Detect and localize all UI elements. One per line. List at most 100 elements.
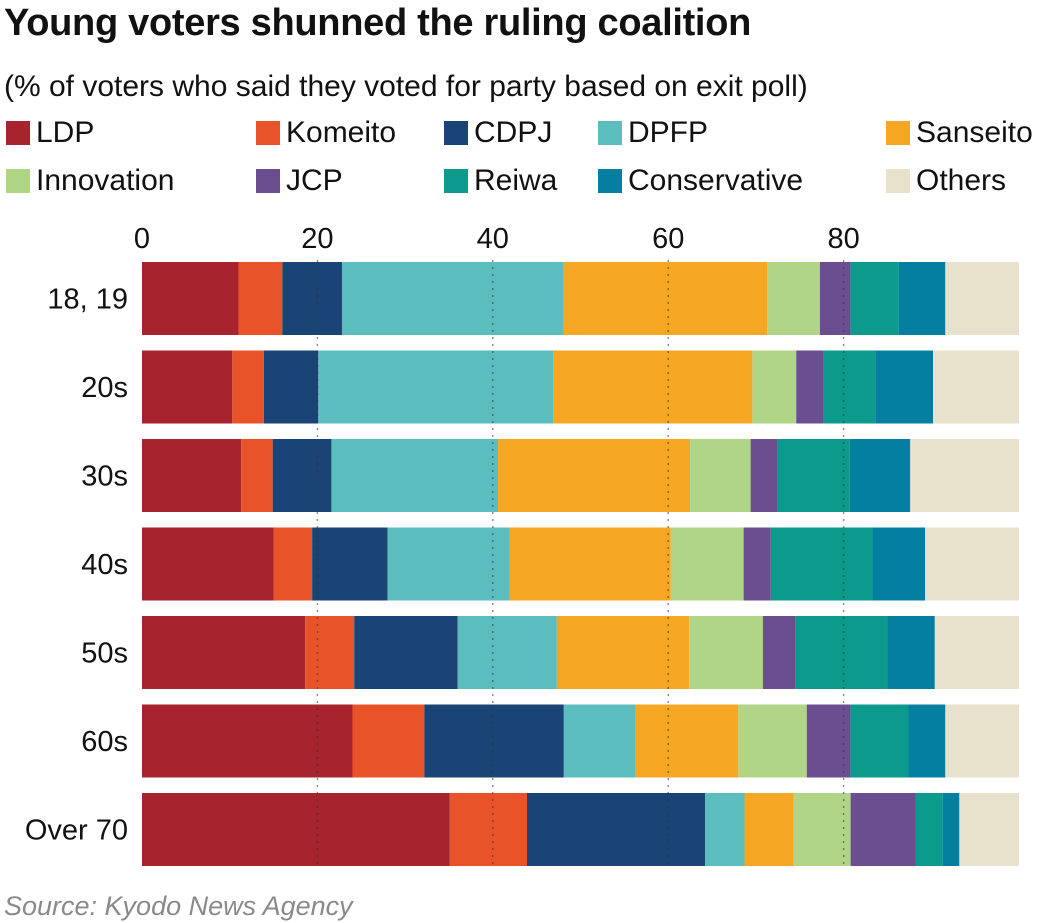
bar-segment-innovation-30s [690,439,751,512]
x-tick-label-0: 0 [134,223,150,255]
legend-item-conservative: Conservative [598,164,803,198]
bar-segment-innovation-60s [738,704,807,778]
legend-label-sanseito: Sanseito [916,116,1033,149]
bar-segment-reiwa-over-70 [915,793,943,866]
bar-segment-cdpj-60s [424,704,564,778]
legend-label-reiwa: Reiwa [474,164,558,197]
legend-label-cdpj: CDPJ [474,116,553,149]
row-label-over-70: Over 70 [25,815,128,847]
row-label-20s: 20s [81,372,128,404]
bar-segment-innovation-20s [752,350,797,424]
bar-segment-sanseito-over-70 [744,793,794,866]
bar-segment-jcp-over-70 [850,793,916,866]
row-label-40s: 40s [81,549,128,581]
bar-segment-innovation-18-19 [767,262,820,335]
bar-segment-komeito-60s [352,704,425,778]
legend-label-komeito: Komeito [286,116,397,149]
bar-segment-conservative-40s [872,527,926,601]
bar-segment-others-50s [934,616,1019,689]
bar-segment-others-40s [925,527,1019,601]
bar-segment-others-60s [945,704,1019,778]
bar-segment-dpfp-18-19 [341,262,564,335]
bar-segment-jcp-18-19 [819,262,851,335]
bar-segment-jcp-20s [796,350,824,424]
bar-segment-sanseito-18-19 [563,262,768,335]
bar-segment-dpfp-60s [563,704,636,778]
legend-swatch-innovation [6,169,30,193]
legend-item-sanseito: Sanseito [886,116,1033,150]
bar-segment-ldp-30s [142,439,242,512]
legend-item-dpfp: DPFP [598,116,708,150]
legend-swatch-reiwa [444,169,468,193]
bar-segment-conservative-60s [908,704,946,778]
bar-segment-sanseito-60s [635,704,739,778]
legend-item-innovation: Innovation [6,164,174,198]
bar-segment-jcp-50s [762,616,796,689]
bar-segment-dpfp-20s [318,350,554,424]
bar-segment-komeito-18-19 [238,262,283,335]
row-label-30s: 30s [81,461,128,493]
bar-segment-conservative-over-70 [942,793,960,866]
bar-segment-reiwa-18-19 [850,262,899,335]
bar-segment-komeito-30s [241,439,273,512]
bar-segment-ldp-40s [142,527,274,601]
bar-segment-others-20s [933,350,1019,424]
bar-segment-sanseito-50s [556,616,690,689]
bar-segment-sanseito-30s [498,439,691,512]
bar-segment-sanseito-40s [509,527,671,601]
source-note: Source: Kyodo News Agency [4,891,353,921]
bar-segment-ldp-60s [142,704,353,778]
stacked-bar-chart: 0 20 40 60 80 18, 19 20s 30s 40s 50s 60s Over 70 [25,223,1022,878]
bar-segment-cdpj-40s [312,527,388,601]
x-tick-label-60: 60 [652,223,684,255]
legend-swatch-komeito [256,121,280,145]
legend-swatch-others [886,169,910,193]
row-label-60s: 60s [81,726,128,758]
bar-segment-others-18-19 [945,262,1019,335]
legend-item-jcp: JCP [256,164,343,198]
x-tick-label-80: 80 [827,223,859,255]
bar-segment-cdpj-50s [354,616,458,689]
bar-segment-innovation-40s [670,527,744,601]
bar-segment-dpfp-40s [387,527,510,601]
legend-item-komeito: Komeito [256,116,396,150]
bar-segment-cdpj-20s [263,350,319,424]
legend-swatch-dpfp [598,121,622,145]
bar-segment-reiwa-30s [777,439,850,512]
bar-segment-reiwa-60s [850,704,909,778]
chart-subtitle: (% of voters who said they voted for par… [4,70,808,103]
bar-segment-reiwa-40s [770,527,873,601]
x-tick-label-40: 40 [477,223,509,255]
bar-segment-ldp-50s [142,616,306,689]
bar-segment-ldp-over-70 [142,793,450,866]
bar-segment-ldp-18-19 [142,262,239,335]
bar-segment-dpfp-over-70 [705,793,745,866]
row-label-18-19: 18, 19 [47,284,128,316]
legend: LDP Komeito CDPJ DPFP Sanseito Innovatio… [6,116,1052,206]
bar-segment-reiwa-20s [823,350,876,424]
bar-segment-reiwa-50s [795,616,888,689]
chart-title: Young voters shunned the ruling coalitio… [4,2,752,44]
bar-segment-jcp-30s [750,439,778,512]
bar-segment-sanseito-20s [553,350,753,424]
bar-segment-others-over-70 [959,793,1019,866]
legend-label-ldp: LDP [36,116,95,149]
legend-label-others: Others [916,164,1007,197]
bar-segment-komeito-20s [232,350,264,424]
legend-item-others: Others [886,164,1006,198]
legend-swatch-ldp [6,121,30,145]
bar-segment-jcp-40s [743,527,771,601]
legend-item-reiwa: Reiwa [444,164,557,198]
legend-label-dpfp: DPFP [628,116,709,149]
bar-segment-conservative-20s [875,350,934,424]
row-label-50s: 50s [81,638,128,670]
legend-label-innovation: Innovation [36,164,175,197]
bar-segment-cdpj-18-19 [282,262,342,335]
bar-segment-innovation-over-70 [793,793,851,866]
bar-segment-innovation-50s [689,616,763,689]
legend-swatch-sanseito [886,121,910,145]
bar-segment-dpfp-30s [331,439,499,512]
bar-segment-komeito-over-70 [449,793,528,866]
legend-swatch-conservative [598,169,622,193]
legend-swatch-cdpj [444,121,468,145]
